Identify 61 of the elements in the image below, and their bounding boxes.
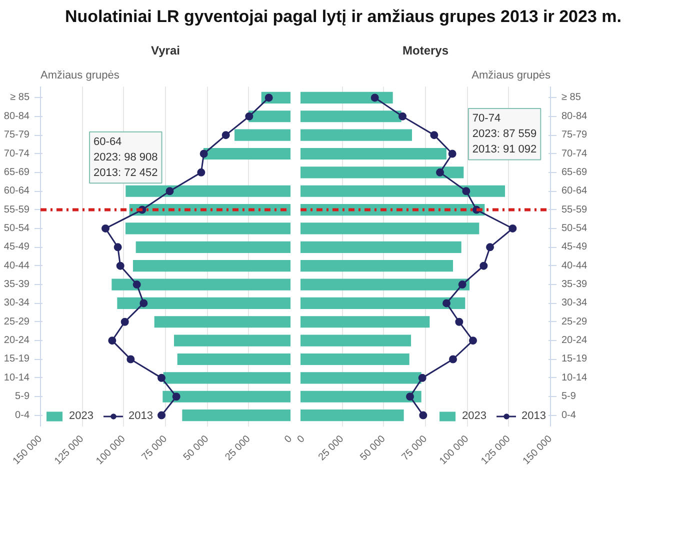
y-tick-label: 35-39 bbox=[4, 279, 30, 290]
y-tick-label: 5-9 bbox=[562, 391, 576, 402]
y-tick-label: 50-54 bbox=[4, 222, 30, 234]
annotation: 60-64 2023: 98 908 2013: 72 452 bbox=[94, 136, 158, 180]
x-tick-label: 100 000 bbox=[94, 433, 128, 467]
y-tick-label: 25-29 bbox=[562, 316, 588, 328]
chart-subtitle: Moterys bbox=[402, 44, 449, 58]
x-tick-label: 50 000 bbox=[358, 433, 388, 464]
x-tick-label: 0 bbox=[296, 433, 308, 446]
x-tick-label: 150 000 bbox=[11, 433, 45, 467]
y-tick-label: 60-64 bbox=[562, 186, 588, 197]
y-tick-label: 10-14 bbox=[562, 372, 588, 384]
y-tick-label: 15-19 bbox=[562, 354, 588, 365]
y-tick-label: 40-44 bbox=[4, 260, 30, 272]
y-tick-label: 15-19 bbox=[4, 354, 30, 365]
x-tick-label: 50 000 bbox=[182, 433, 212, 464]
x-tick-label: 100 000 bbox=[438, 433, 472, 467]
legend-label: 2013 bbox=[522, 410, 546, 422]
y-tick-label: 40-44 bbox=[562, 260, 588, 272]
y-tick-label: 75-79 bbox=[562, 130, 588, 141]
y-tick-label: 30-34 bbox=[4, 298, 30, 309]
x-tick-label: 75 000 bbox=[140, 433, 170, 464]
chart-subtitle: Vyrai bbox=[151, 44, 180, 58]
y-tick-label: 80-84 bbox=[4, 110, 30, 122]
y-tick-label: ≥ 85 bbox=[562, 92, 582, 104]
y-tick-label: 10-14 bbox=[4, 372, 30, 384]
x-tick-label: 125 000 bbox=[52, 433, 86, 467]
y-tick-label: 30-34 bbox=[562, 298, 588, 309]
legend-label: 2023 bbox=[462, 410, 487, 422]
y-tick-label: 80-84 bbox=[562, 110, 588, 122]
y-tick-label: 60-64 bbox=[4, 186, 30, 197]
y-tick-label: 70-74 bbox=[4, 148, 30, 160]
y-tick-label: 45-49 bbox=[562, 242, 588, 253]
x-tick-label: 75 000 bbox=[400, 433, 430, 464]
x-tick-label: 25 000 bbox=[223, 433, 254, 464]
annotation: 70-74 2023: 87 559 2013: 91 092 bbox=[472, 112, 537, 156]
legend-label: 2023 bbox=[69, 410, 94, 422]
x-tick-label: 150 000 bbox=[521, 433, 555, 467]
y-tick-label: 70-74 bbox=[562, 148, 588, 160]
y-tick-label: 0-4 bbox=[15, 410, 30, 421]
y-tick-label: 50-54 bbox=[562, 222, 588, 234]
x-tick-label: 125 000 bbox=[479, 433, 514, 467]
x-tick-label: 0 bbox=[282, 433, 295, 446]
y-tick-label: 5-9 bbox=[15, 391, 30, 402]
y-tick-label: ≥ 85 bbox=[10, 92, 30, 104]
legend-label: 2013 bbox=[128, 410, 153, 422]
y-tick-label: 0-4 bbox=[562, 410, 576, 421]
y-tick-label: 75-79 bbox=[4, 130, 30, 141]
y-tick-label: 45-49 bbox=[4, 242, 30, 253]
y-tick-label: 20-24 bbox=[562, 335, 588, 346]
y-tick-label: 55-59 bbox=[4, 204, 30, 216]
y-tick-label: 25-29 bbox=[4, 316, 30, 328]
text: Nuolatiniai LR gyventojai pagal lytį ir amžiaus grupes 2013 ir 2023 m. bbox=[65, 6, 622, 28]
y-tick-label: 35-39 bbox=[562, 279, 588, 290]
y-axis-title: Amžiaus grupės bbox=[472, 70, 551, 82]
y-axis-title: Amžiaus grupės bbox=[40, 70, 120, 82]
x-tick-label: 25 000 bbox=[316, 433, 346, 464]
y-tick-label: 65-69 bbox=[562, 166, 588, 178]
y-tick-label: 55-59 bbox=[562, 204, 588, 216]
y-tick-label: 20-24 bbox=[4, 335, 30, 346]
y-tick-label: 65-69 bbox=[4, 166, 30, 178]
